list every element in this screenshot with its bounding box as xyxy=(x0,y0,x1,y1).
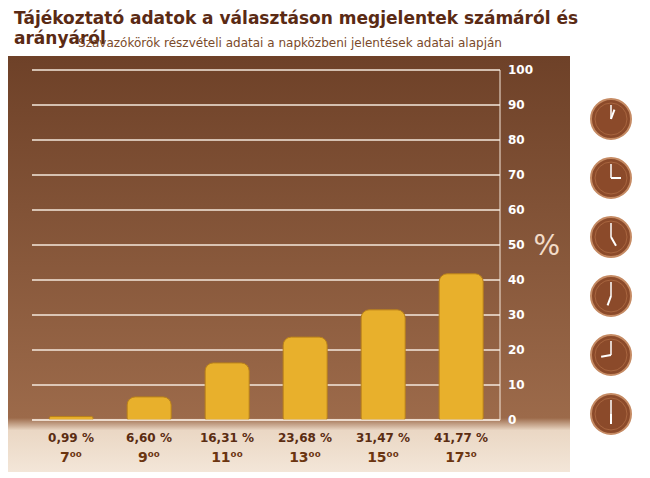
html-text:Tájékoztató adatok a választás: Tájékoztató adatok a választáson megjele… xyxy=(14,8,578,48)
html-text:Szavazókörök részvételi adatai: Szavazókörök részvételi adatai a napközb… xyxy=(78,36,502,50)
svg-text:16,31 %: 16,31 % xyxy=(200,431,254,445)
svg-text:%: % xyxy=(533,229,560,262)
svg-text:50: 50 xyxy=(508,238,525,252)
svg-text:20: 20 xyxy=(508,343,525,357)
svg-text:30: 30 xyxy=(508,308,525,322)
svg-text:41,77 %: 41,77 % xyxy=(434,431,488,445)
svg-text:70: 70 xyxy=(508,168,525,182)
svg-text:6,60 %: 6,60 % xyxy=(126,431,172,445)
svg-text:15⁰⁰: 15⁰⁰ xyxy=(367,449,399,465)
svg-text:23,68 %: 23,68 % xyxy=(278,431,332,445)
svg-text:0: 0 xyxy=(508,413,516,427)
svg-text:31,47 %: 31,47 % xyxy=(356,431,410,445)
svg-text:60: 60 xyxy=(508,203,525,217)
svg-text:17³⁰: 17³⁰ xyxy=(445,449,477,465)
svg-text:90: 90 xyxy=(508,98,525,112)
svg-text:10: 10 xyxy=(508,378,525,392)
svg-text:80: 80 xyxy=(508,133,525,147)
svg-text:40: 40 xyxy=(508,273,525,287)
svg-text:11⁰⁰: 11⁰⁰ xyxy=(211,449,243,465)
svg-text:7⁰⁰: 7⁰⁰ xyxy=(60,449,82,465)
svg-text:0,99 %: 0,99 % xyxy=(48,431,94,445)
svg-text:100: 100 xyxy=(508,63,533,77)
svg-text:9⁰⁰: 9⁰⁰ xyxy=(138,449,160,465)
svg-text:13⁰⁰: 13⁰⁰ xyxy=(289,449,321,465)
